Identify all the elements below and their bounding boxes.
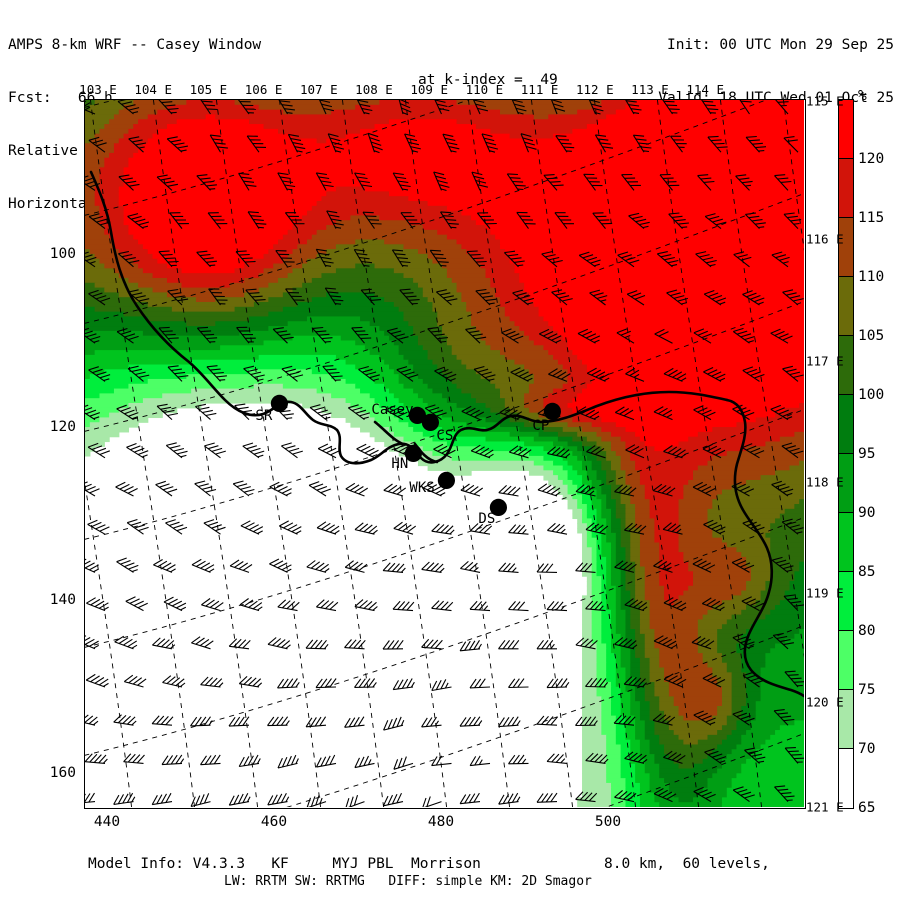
lon-tick-label: 112 E (575, 82, 614, 97)
x-tick-label: 480 (427, 814, 455, 830)
station-label-wks: WKS (409, 480, 435, 497)
humidity-field-svg (85, 100, 804, 807)
colorbar-tick: 100 (858, 387, 885, 403)
page-title: AMPS 8-km WRF -- Casey Window (8, 37, 262, 54)
colorbar-band (839, 100, 853, 159)
colorbar-tick: 85 (858, 564, 876, 580)
lon-tick-label: 103 E (79, 82, 117, 97)
right-lon-tick-label: 118 E (806, 474, 844, 490)
longitude-axis-labels: 103 E 104 E 105 E 106 E 107 E 108 E 109 E 110 E… (79, 82, 808, 98)
right-lon-tick-label: 115 E (806, 93, 844, 109)
model-resolution-text: 8.0 km, 60 levels, (604, 856, 770, 872)
colorbar-tick: 65 (858, 800, 876, 816)
lon-tick-label: 104 E (134, 82, 173, 97)
k-index-humidity: at k-index = 49 (418, 72, 558, 89)
colorbar-band (839, 277, 853, 336)
colorbar-unit-label: % (858, 88, 867, 104)
humidity-shading (85, 100, 804, 807)
colorbar-band (839, 336, 853, 395)
wind-barbs (85, 100, 804, 807)
station-markers (270, 394, 561, 516)
station-label-hn: HN (391, 456, 409, 473)
lon-tick-label: 114 E (686, 82, 725, 97)
colorbar-band (839, 690, 853, 749)
colorbar-tick: 80 (858, 623, 876, 639)
colorbar-overlay-longitude-labels: 115 E 116 E 117 E 118 E 119 E 120 E 121 E (806, 94, 858, 815)
right-lon-tick-label: 121 E (806, 799, 844, 815)
colorbar-band (839, 454, 853, 513)
lon-tick-label: 113 E (631, 82, 669, 97)
x-tick-label: 500 (594, 814, 622, 830)
x-axis-labels: 440 460 480 500 (84, 814, 808, 834)
colorbar-tick: 75 (858, 682, 876, 698)
model-physics-text: LW: RRTM SW: RRTMG DIFF: simple KM: 2D S… (224, 874, 592, 889)
colorbar-band (839, 218, 853, 277)
colorbar-tick: 95 (858, 446, 876, 462)
x-tick-label: 460 (260, 814, 288, 830)
colorbar-band (839, 159, 853, 218)
lon-tick-label: 108 E (355, 82, 393, 97)
colorbar-band (839, 395, 853, 454)
colorbar-band (839, 749, 853, 808)
lat-tick-label: 140 (49, 592, 76, 608)
lat-tick-label: 120 (49, 419, 76, 435)
lon-tick-label: 111 E (520, 82, 559, 97)
colorbar-tick: 105 (858, 328, 885, 344)
lon-tick-label: 105 E (189, 82, 228, 97)
station-label-ds: DS (478, 511, 496, 528)
coastline (89, 170, 804, 698)
right-lon-tick-label: 120 E (806, 694, 844, 710)
latitude-axis-labels: 100 120 140 160 (30, 99, 84, 809)
station-label-cp: CP (532, 418, 550, 435)
colorbar-band (839, 631, 853, 690)
colorbar (838, 99, 854, 809)
colorbar-tick-labels: 120 115 110 105 100 95 90 85 80 75 70 65 (858, 99, 900, 816)
lon-tick-label: 109 E (410, 82, 449, 97)
lon-tick-label: 106 E (244, 82, 283, 97)
colorbar-tick: 70 (858, 741, 876, 757)
colorbar-tick: 120 (858, 151, 885, 167)
colorbar-tick: 115 (858, 210, 885, 226)
model-info-text: Model Info: V4.3.3 KF MYJ PBL Morrison (88, 856, 481, 872)
lat-tick-label: 160 (49, 765, 76, 781)
station-label-sr: SR (255, 408, 273, 425)
lon-tick-label: 107 E (299, 82, 338, 97)
right-lon-tick-label: 116 E (806, 231, 844, 247)
right-lon-tick-label: 117 E (806, 353, 844, 369)
lon-tick-label: 110 E (465, 82, 504, 97)
init-time: Init: 00 UTC Mon 29 Sep 25 (667, 37, 894, 54)
colorbar-band (839, 572, 853, 631)
station-label-casey: Casey (371, 402, 414, 419)
colorbar-band (839, 513, 853, 572)
right-lon-tick-label: 119 E (806, 585, 844, 601)
lat-tick-label: 100 (49, 246, 76, 262)
map-plot-area[interactable]: SR Casey CS CP HN WKS DS (84, 99, 806, 809)
station-label-cs: CS (436, 428, 454, 445)
colorbar-tick: 90 (858, 505, 876, 521)
x-tick-label: 440 (93, 814, 121, 830)
colorbar-tick: 110 (858, 269, 885, 285)
